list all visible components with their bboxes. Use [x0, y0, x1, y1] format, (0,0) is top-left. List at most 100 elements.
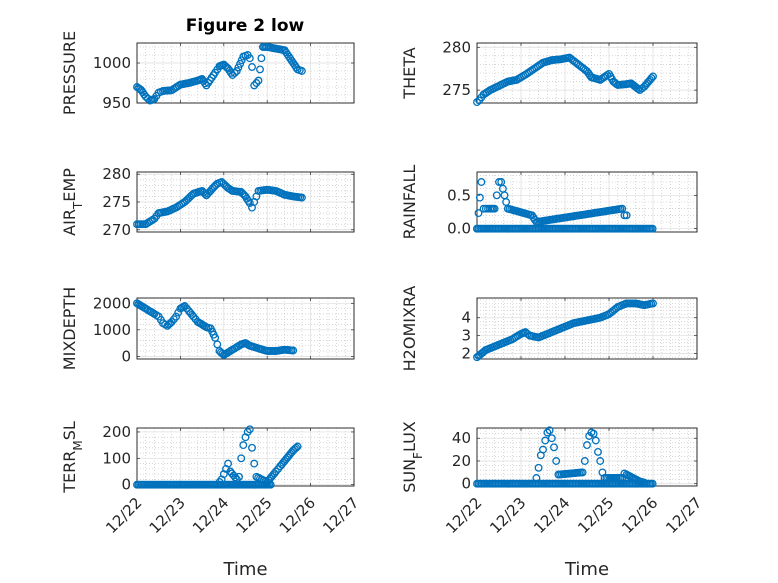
data-point — [224, 459, 233, 468]
data-point — [172, 312, 181, 321]
y-tick-label: 200 — [102, 423, 131, 441]
data-point — [141, 92, 150, 101]
data-point — [289, 346, 298, 355]
data-point — [254, 76, 263, 85]
data-point — [266, 480, 275, 489]
y-axis-label-rest: EMP — [60, 168, 79, 202]
axes-background — [136, 427, 355, 487]
data-point — [248, 63, 256, 71]
data-point — [475, 193, 484, 202]
y-axis-label-subscript: M — [71, 440, 85, 450]
data-point — [649, 72, 657, 81]
data-point — [578, 468, 587, 477]
x-tick-label: 12/27 — [319, 494, 362, 537]
y-axis-label: TERRMSL — [60, 421, 85, 494]
data-point — [257, 54, 266, 63]
data-point — [297, 67, 306, 75]
data-point — [245, 425, 254, 434]
y-tick-label: 280 — [102, 165, 131, 183]
data-point — [245, 199, 254, 208]
y-axis-label: SUNFLUX — [400, 421, 425, 493]
axes-background — [136, 297, 355, 360]
x-tick-label: 12/23 — [146, 494, 189, 537]
y-tick-label: 280 — [442, 38, 471, 56]
data-point — [248, 443, 256, 452]
data-point — [237, 56, 246, 65]
data-point — [495, 178, 503, 186]
data-point — [492, 191, 501, 200]
data-point — [228, 71, 237, 79]
subplot-7: 0 100 200 12/22 12/23 12/24 12/25 12/26 12/27 TER… — [60, 421, 362, 580]
figure-title: Figure 2 low — [186, 16, 305, 36]
x-tick-label: 12/25 — [574, 494, 617, 537]
data-point — [618, 204, 627, 213]
subplot-3: 270 275 280 AIRTEMP — [60, 165, 355, 239]
data-point — [580, 457, 589, 465]
x-tick-label: 12/26 — [618, 494, 661, 537]
data-point — [474, 209, 483, 218]
y-tick-label: 270 — [102, 221, 131, 239]
y-tick-label: 20 — [452, 452, 471, 470]
subplot-4: 0.0 0.5 RAINFALL — [400, 165, 698, 239]
y-tick-label: 3 — [461, 327, 471, 345]
data-point — [594, 447, 602, 456]
data-point — [473, 98, 481, 107]
data-point — [231, 473, 240, 482]
y-axis-label: PRESSURE — [60, 31, 79, 115]
data-point — [552, 457, 561, 465]
data-point — [481, 204, 490, 213]
y-axis-label: AIRTEMP — [60, 168, 85, 236]
x-tick-label: 12/26 — [276, 494, 319, 537]
y-tick-label: 275 — [102, 193, 131, 211]
axes-box — [476, 42, 698, 104]
y-tick-label: 0.5 — [447, 186, 471, 204]
data-point — [541, 436, 550, 445]
data-point — [648, 479, 657, 488]
data-point — [543, 428, 552, 437]
axes-background — [476, 427, 698, 487]
y-tick-label: 275 — [442, 81, 471, 99]
data-point — [256, 65, 264, 74]
data-point — [236, 59, 245, 68]
subplot-1: 950 1000 PRESSURE — [60, 31, 355, 115]
y-axis-label: MIXDEPTH — [60, 287, 79, 370]
data-point — [622, 211, 631, 220]
axes-box — [476, 297, 698, 360]
data-point — [550, 443, 558, 452]
y-tick-label: 0.0 — [447, 220, 471, 238]
x-tick-label: 12/25 — [232, 494, 275, 537]
data-point — [232, 67, 241, 75]
x-axis-label: Time — [564, 559, 609, 580]
data-point — [201, 189, 209, 198]
y-tick-label: 4 — [461, 309, 471, 327]
data-point — [293, 442, 302, 451]
y-tick-label: 0 — [121, 347, 131, 365]
data-point — [647, 74, 656, 83]
y-tick-label: 0 — [121, 476, 131, 494]
data-point — [534, 463, 543, 472]
data-point — [237, 454, 246, 463]
x-axis-label: Time — [222, 559, 267, 580]
subplot-8: 0 20 40 12/22 12/23 12/24 12/25 12/26 12/27 SUNFL… — [400, 421, 705, 580]
subplot-2: 275 280 THETA — [400, 38, 698, 107]
data-point — [292, 443, 301, 452]
y-tick-label: 2 — [461, 345, 471, 363]
axes-box — [136, 297, 355, 360]
data-point — [218, 349, 227, 358]
data-point — [620, 211, 629, 220]
y-tick-label: 1000 — [93, 54, 131, 72]
y-tick-label: 100 — [102, 449, 131, 467]
y-axis-label-subscript: T — [71, 201, 85, 210]
data-point — [211, 333, 220, 342]
data-point — [589, 429, 598, 438]
x-tick-label: 12/23 — [486, 494, 529, 537]
data-point — [490, 204, 499, 213]
x-tick-label: 12/24 — [530, 494, 573, 537]
data-point — [477, 178, 486, 186]
subplot-5: 0 1000 2000 MIXDEPTH — [60, 287, 355, 370]
x-tick-label: 12/22 — [102, 494, 145, 537]
data-point — [648, 224, 657, 233]
y-tick-label: 0 — [461, 475, 471, 493]
data-point — [596, 457, 605, 465]
